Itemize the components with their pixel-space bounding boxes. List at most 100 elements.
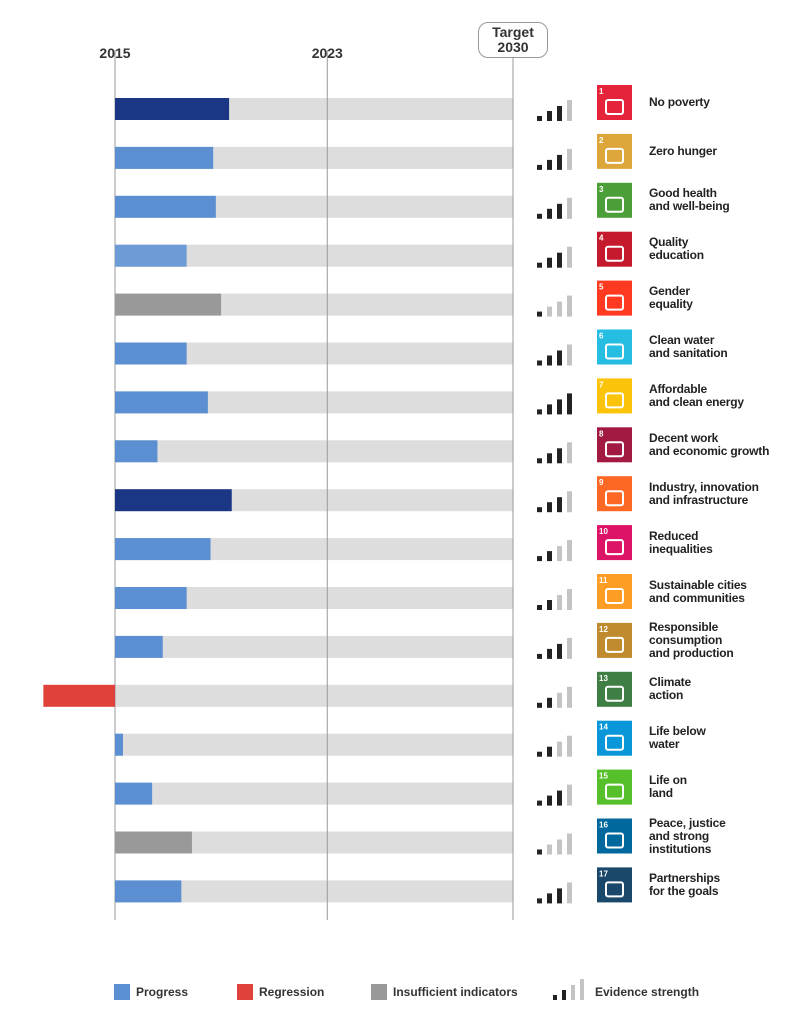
evidence-bar — [547, 111, 552, 121]
category-label: Zero hunger — [649, 143, 717, 158]
legend-swatch — [237, 984, 253, 1000]
evidence-bar — [557, 399, 562, 415]
icon-glyph — [605, 685, 624, 702]
evidence-bar — [557, 643, 562, 659]
evidence-icon — [537, 246, 572, 268]
evidence-bar — [547, 746, 552, 757]
evidence-bar — [557, 350, 562, 366]
evidence-icon — [537, 833, 572, 855]
evidence-bar — [537, 605, 542, 610]
x-tick-label: 2023 — [311, 45, 343, 61]
goal-number: 4 — [599, 234, 604, 243]
evidence-bar — [557, 546, 562, 562]
evidence-icon — [537, 295, 572, 317]
evidence-icon — [537, 344, 572, 366]
bar — [43, 684, 115, 707]
legend-label: Insufficient indicators — [393, 985, 518, 999]
icon-glyph — [605, 588, 624, 604]
evidence-bar — [537, 458, 542, 464]
bar — [115, 293, 222, 316]
icon-glyph — [605, 245, 624, 262]
goal-number: 15 — [599, 772, 608, 781]
evidence-icon — [537, 882, 572, 904]
category-label: Industry, innovation and infrastructure — [649, 479, 759, 507]
category-label: No poverty — [649, 95, 710, 109]
goal-number: 11 — [599, 576, 608, 585]
evidence-bar — [547, 648, 552, 659]
icon-glyph — [605, 734, 624, 751]
legend-label: Progress — [136, 985, 189, 999]
evidence-bar — [557, 203, 562, 219]
bar — [115, 440, 158, 463]
icon-glyph — [605, 441, 624, 458]
bar — [115, 98, 230, 120]
evidence-bar — [547, 551, 552, 562]
category-label: Partnerships for the goals — [649, 870, 720, 898]
track — [115, 342, 513, 365]
evidence-bar — [537, 164, 542, 170]
legend-evidence-bar — [553, 995, 557, 1000]
category-label: Decent work and economic growth — [649, 430, 770, 458]
icon-glyph — [605, 147, 624, 164]
evidence-bar — [557, 301, 562, 317]
bar — [115, 587, 187, 609]
evidence-bar — [537, 849, 542, 855]
evidence-bar — [537, 311, 542, 317]
evidence-bar — [547, 355, 552, 366]
evidence-bar — [567, 784, 572, 806]
goal-number: 6 — [599, 332, 604, 341]
icon-glyph — [605, 636, 624, 653]
evidence-bar — [547, 159, 552, 170]
track — [115, 587, 513, 609]
evidence-bar — [567, 540, 572, 562]
category-label: Responsible consumption and production — [649, 619, 734, 660]
evidence-bar — [557, 790, 562, 806]
legend-swatch — [114, 984, 130, 1000]
goal-number: 2 — [599, 136, 604, 145]
evidence-bar — [537, 898, 542, 904]
bar — [115, 146, 214, 169]
icon-glyph — [605, 343, 624, 360]
evidence-bar — [557, 448, 562, 464]
track — [115, 244, 513, 267]
evidence-bar — [537, 409, 542, 415]
evidence-bar — [537, 653, 542, 659]
evidence-bar — [557, 497, 562, 513]
evidence-icon — [537, 735, 572, 757]
evidence-bar — [547, 893, 552, 904]
evidence-bar — [557, 595, 562, 610]
legend-swatch — [371, 984, 387, 1000]
evidence-icon — [537, 148, 572, 170]
category-label: Gender equality — [649, 284, 693, 312]
evidence-bar — [567, 295, 572, 317]
legend-label: Regression — [259, 985, 325, 999]
icon-glyph — [605, 196, 624, 213]
evidence-icon — [537, 540, 572, 562]
track — [115, 880, 513, 903]
track — [115, 782, 513, 805]
bar — [115, 195, 216, 218]
track — [115, 684, 513, 707]
bar — [115, 635, 163, 658]
evidence-bar — [537, 116, 542, 121]
evidence-bar — [537, 262, 542, 268]
legend-label: Evidence strength — [595, 985, 700, 999]
evidence-icon — [537, 197, 572, 219]
category-label: Life on land — [649, 773, 687, 801]
category-label: Quality education — [649, 235, 704, 263]
bar — [115, 733, 123, 756]
goal-number: 8 — [599, 429, 604, 438]
evidence-bar — [547, 306, 552, 317]
legend-evidence-bar — [571, 985, 575, 1000]
evidence-bar — [567, 833, 572, 855]
track — [115, 538, 513, 561]
evidence-bar — [537, 800, 542, 806]
evidence-bar — [567, 686, 572, 708]
evidence-bar — [567, 589, 572, 610]
icon-glyph — [605, 99, 624, 115]
category-label: Good health and well-being — [649, 186, 730, 214]
x-tick-label: 2015 — [99, 45, 131, 61]
evidence-bar — [567, 148, 572, 170]
